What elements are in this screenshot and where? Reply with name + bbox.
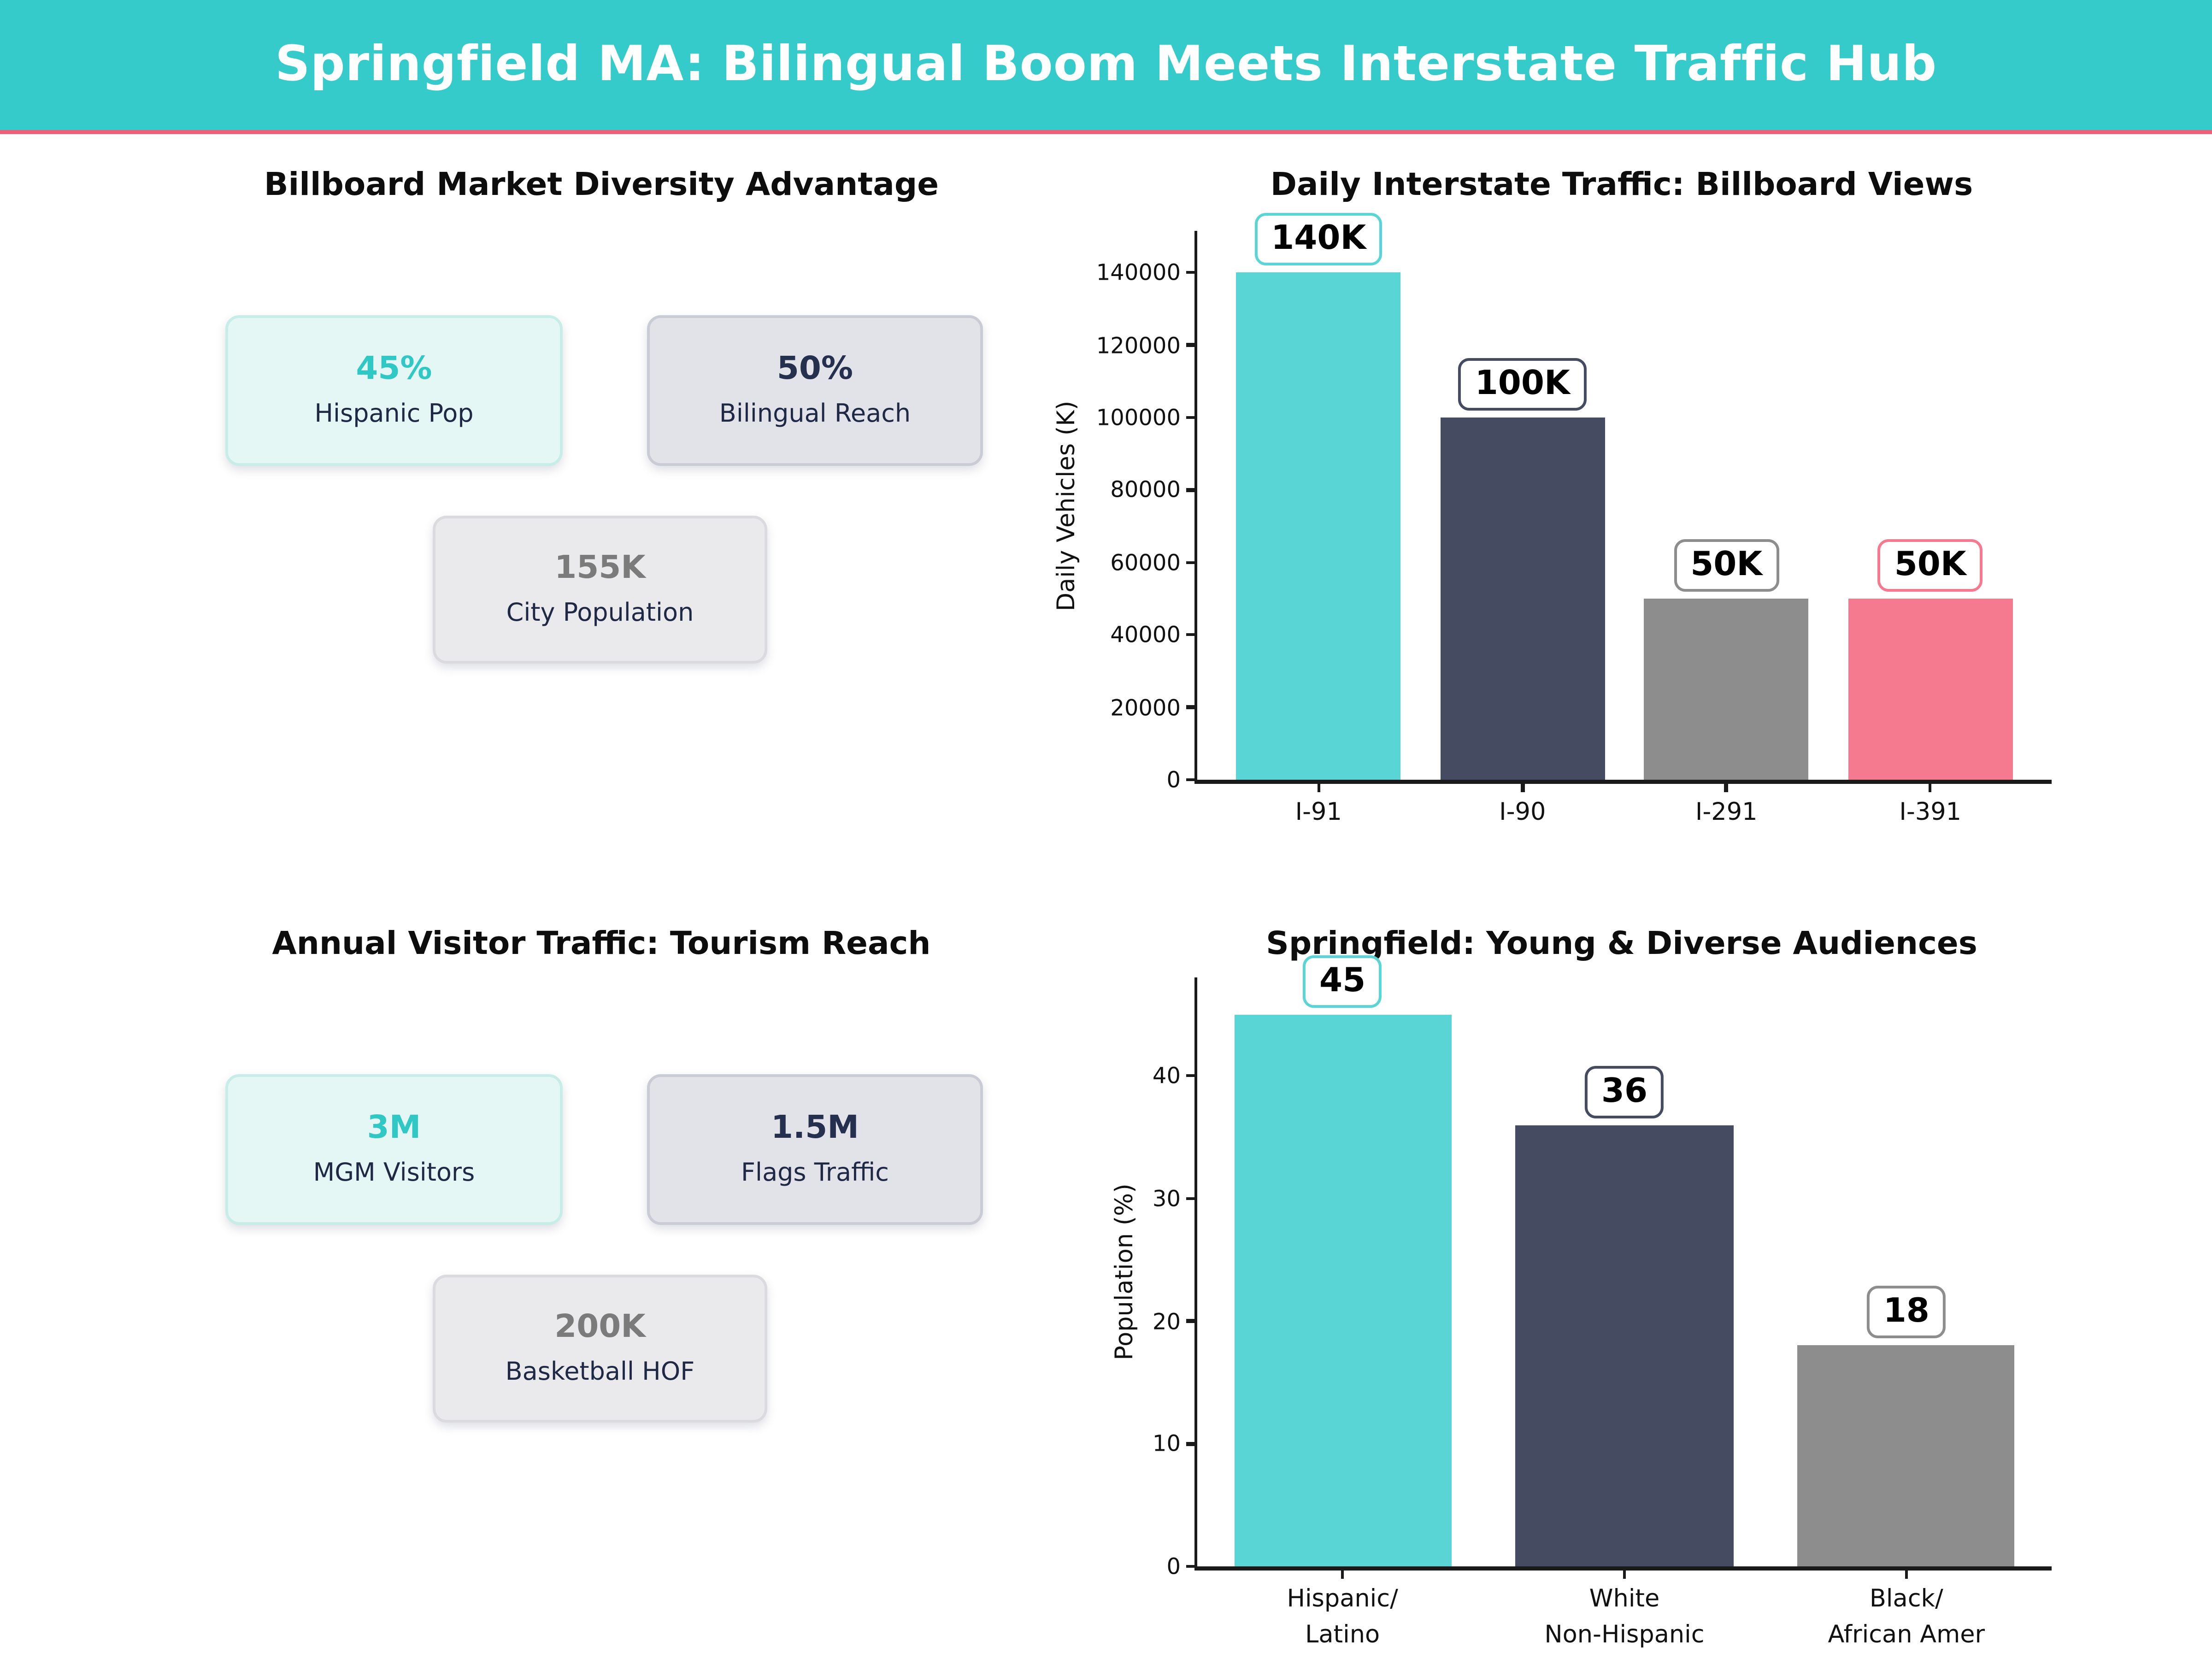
y-tick-label: 40000 bbox=[1110, 622, 1181, 648]
y-tick-label: 10 bbox=[1152, 1430, 1181, 1457]
y-tick-label: 0 bbox=[1166, 1553, 1181, 1580]
bar-value-label: 100K bbox=[1458, 358, 1587, 411]
x-tick-mark bbox=[1341, 1571, 1344, 1579]
y-tick-label: 140000 bbox=[1096, 259, 1181, 286]
bar-value-label: 50K bbox=[1877, 539, 1983, 592]
bar-black-african-amer bbox=[1798, 1345, 2015, 1566]
demographics-bar-chart: Population (%) 0 10 20 30 40 45 Hispanic/ Lati… bbox=[1112, 954, 2052, 1649]
y-axis-label: Population (%) bbox=[1112, 1183, 1139, 1360]
y-tick-label: 30 bbox=[1152, 1185, 1181, 1212]
chart-title-traffic: Daily Interstate Traffic: Billboard View… bbox=[1270, 167, 1973, 203]
bar-i-90 bbox=[1440, 417, 1605, 780]
stat-label: Hispanic Pop bbox=[314, 400, 474, 429]
y-tick-label: 80000 bbox=[1110, 477, 1181, 503]
x-tick-mark bbox=[1928, 784, 1932, 792]
bar-hispanic-latino bbox=[1234, 1014, 1451, 1566]
y-tick-label: 40 bbox=[1152, 1062, 1181, 1089]
y-tick-mark bbox=[1185, 416, 1197, 419]
x-tick-mark bbox=[1521, 784, 1524, 792]
stat-label: Basketball HOF bbox=[505, 1358, 695, 1387]
chart-title-demographics: Springfield: Young & Diverse Audiences bbox=[1266, 926, 1977, 962]
y-tick-mark bbox=[1185, 560, 1197, 565]
stat-card-city-population: 155K City Population bbox=[433, 516, 767, 664]
bar-i-391 bbox=[1847, 598, 2013, 780]
y-tick-mark bbox=[1185, 1565, 1197, 1568]
bar-value-label: 50K bbox=[1674, 539, 1779, 592]
x-tick-mark bbox=[1623, 1571, 1626, 1579]
y-tick-mark bbox=[1185, 1319, 1197, 1323]
stat-label: Flags Traffic bbox=[741, 1159, 889, 1188]
x-tick-label: I-91 bbox=[1295, 799, 1342, 827]
stat-label: Bilingual Reach bbox=[719, 400, 911, 429]
stat-label: MGM Visitors bbox=[313, 1159, 475, 1188]
y-tick-label: 100000 bbox=[1096, 404, 1181, 431]
bar-i-91 bbox=[1236, 272, 1401, 780]
y-tick-mark bbox=[1185, 1074, 1197, 1077]
y-tick-mark bbox=[1185, 271, 1197, 275]
traffic-bar-chart: Daily Vehicles (K) 0 20000 40000 60000 80000… bbox=[1053, 213, 2052, 827]
stat-card-bilingual-reach: 50% Bilingual Reach bbox=[647, 315, 983, 466]
x-tick-label: I-291 bbox=[1695, 799, 1758, 827]
page-title: Springfield MA: Bilingual Boom Meets Int… bbox=[275, 37, 1937, 93]
y-tick-label: 60000 bbox=[1110, 549, 1181, 576]
x-tick-mark bbox=[1724, 784, 1728, 792]
stat-value: 45% bbox=[356, 351, 432, 387]
x-tick-label: Black/ African Amer bbox=[1828, 1586, 1985, 1649]
bar-value-label: 36 bbox=[1584, 1065, 1665, 1118]
y-tick-mark bbox=[1185, 343, 1197, 347]
stat-card-hispanic-pop: 45% Hispanic Pop bbox=[225, 315, 563, 466]
stat-value: 200K bbox=[554, 1309, 646, 1345]
bar-value-label: 45 bbox=[1303, 954, 1382, 1007]
x-tick-mark bbox=[1905, 1571, 1908, 1579]
y-tick-mark bbox=[1185, 1442, 1197, 1446]
stat-card-flags-traffic: 1.5M Flags Traffic bbox=[647, 1074, 983, 1225]
x-tick-mark bbox=[1317, 784, 1320, 792]
stat-value: 3M bbox=[367, 1110, 421, 1146]
y-tick-label: 20 bbox=[1152, 1308, 1181, 1334]
bar-value-label: 140K bbox=[1254, 213, 1383, 266]
y-tick-label: 0 bbox=[1166, 766, 1181, 793]
y-tick-mark bbox=[1185, 705, 1197, 709]
y-tick-mark bbox=[1185, 778, 1197, 782]
bar-white-non-hispanic bbox=[1516, 1124, 1733, 1566]
stat-value: 1.5M bbox=[771, 1110, 859, 1146]
y-tick-mark bbox=[1185, 633, 1197, 637]
bar-value-label: 18 bbox=[1866, 1286, 1946, 1339]
x-tick-label: I-90 bbox=[1499, 799, 1546, 827]
header-banner: Springfield MA: Bilingual Boom Meets Int… bbox=[0, 0, 2212, 134]
stat-value: 155K bbox=[554, 550, 646, 586]
stat-value: 50% bbox=[777, 351, 853, 387]
stat-label: City Population bbox=[506, 599, 694, 628]
y-tick-mark bbox=[1185, 1196, 1197, 1200]
x-tick-label: Hispanic/ Latino bbox=[1287, 1586, 1398, 1649]
y-tick-label: 20000 bbox=[1110, 694, 1181, 721]
x-tick-label: I-391 bbox=[1899, 799, 1962, 827]
bar-i-291 bbox=[1644, 598, 1809, 780]
y-tick-label: 120000 bbox=[1096, 332, 1181, 359]
y-axis-label: Daily Vehicles (K) bbox=[1053, 400, 1081, 611]
section-title-tourism: Annual Visitor Traffic: Tourism Reach bbox=[272, 926, 931, 962]
y-tick-mark bbox=[1185, 488, 1197, 492]
stat-card-mgm-visitors: 3M MGM Visitors bbox=[225, 1074, 563, 1225]
x-tick-label: White Non-Hispanic bbox=[1544, 1586, 1705, 1649]
stat-card-basketball-hof: 200K Basketball HOF bbox=[433, 1275, 767, 1423]
section-title-diversity: Billboard Market Diversity Advantage bbox=[264, 167, 939, 203]
